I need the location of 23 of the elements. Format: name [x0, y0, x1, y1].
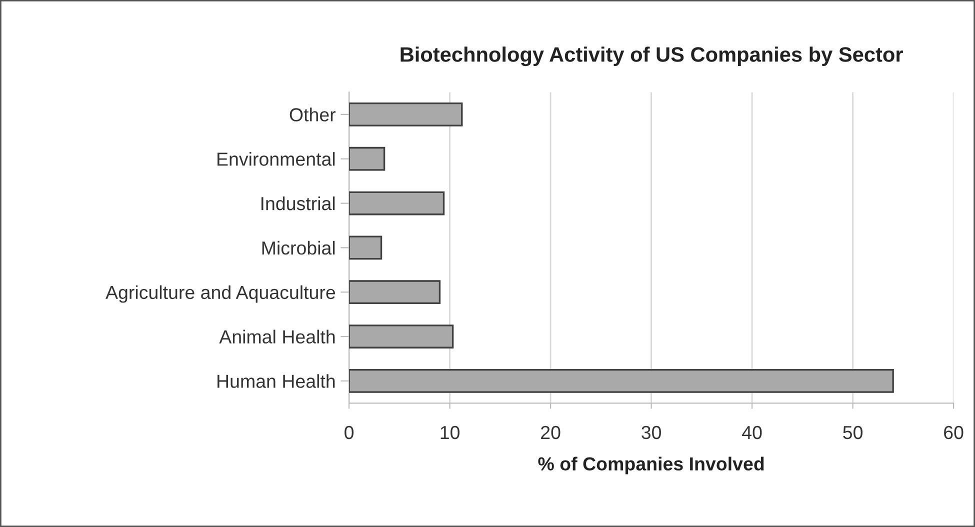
bar	[349, 102, 463, 126]
bar	[349, 146, 386, 171]
y-tick-label: Animal Health	[219, 330, 335, 344]
bar	[349, 236, 382, 260]
y-tick-label: Environmental	[218, 152, 335, 166]
x-tick-label: 50	[843, 426, 862, 440]
x-axis-title: % of Companies Involved	[538, 456, 764, 474]
bar	[349, 280, 441, 304]
x-tick-label: 40	[742, 426, 762, 440]
x-tick-label: 0	[344, 426, 354, 440]
bar	[349, 369, 894, 393]
x-tick-label: 60	[944, 426, 964, 440]
x-tick-label: 30	[642, 426, 661, 440]
x-tick-label: 20	[541, 426, 560, 440]
y-tick-label: Human Health	[218, 374, 335, 388]
y-tick-label: Agriculture and Aquaculture	[106, 285, 336, 303]
chart-title: Biotechnology Activity of US Companies by Sector	[400, 46, 903, 66]
y-tick-label: Industrial	[262, 196, 335, 210]
y-tick-label: Microbial	[262, 240, 335, 255]
bar	[349, 191, 445, 216]
x-tick-label: 10	[440, 426, 460, 440]
bar	[349, 324, 454, 348]
y-tick-label: Other	[290, 108, 336, 122]
